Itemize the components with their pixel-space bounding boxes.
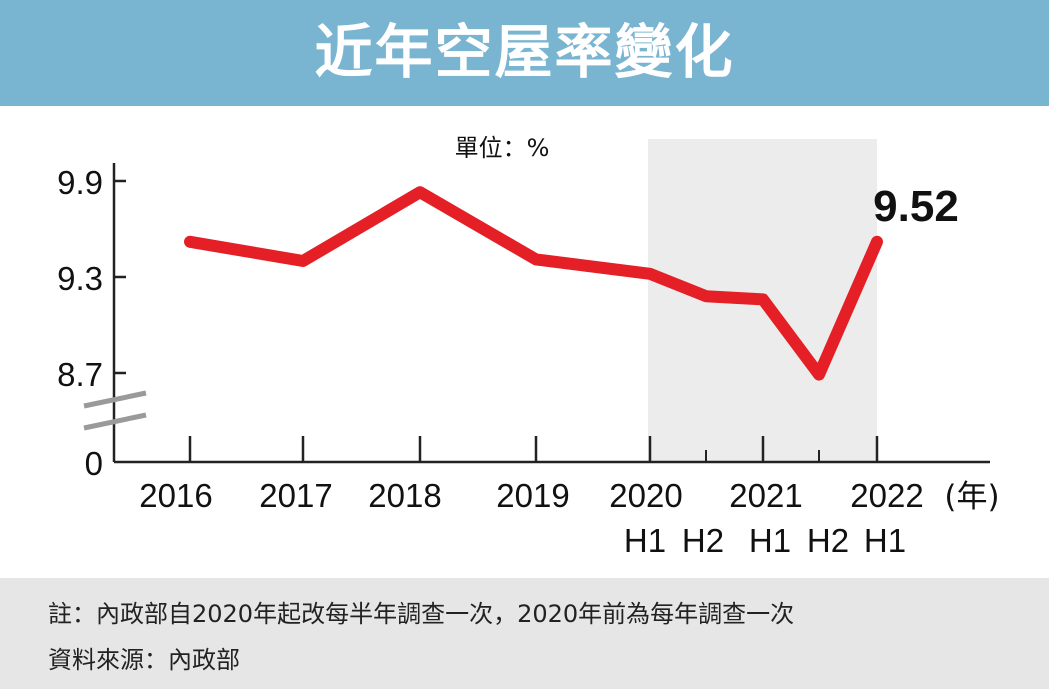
- line-chart: 單位：% 9.9 9.3 8.7 0 2016 2017 2018 2019 2020 2…: [57, 134, 999, 559]
- source-note: 資料來源：內政部: [48, 646, 240, 674]
- y-tick-label-0: 0: [85, 445, 103, 482]
- half-year-labels: H1 H2 H1 H2 H1: [624, 522, 906, 559]
- y-tick-label-8.7: 8.7: [57, 356, 103, 393]
- half-year-label-1: H1: [624, 522, 666, 559]
- x-unit-label: (年): [944, 479, 999, 515]
- x-tick-label-2021: 2021: [729, 477, 802, 514]
- x-tick-label-2019: 2019: [496, 477, 569, 514]
- x-ticks: [188, 436, 879, 462]
- title-banner: 近年空屋率變化: [0, 0, 1049, 106]
- footer-notes: [0, 578, 1049, 689]
- x-tick-label-2022: 2022: [850, 477, 923, 514]
- x-tick-label-2020: 2020: [609, 477, 682, 514]
- half-year-label-2: H2: [682, 522, 724, 559]
- y-tick-label-9.9: 9.9: [57, 164, 103, 201]
- axis-break-mark: [83, 390, 147, 431]
- last-value-label: 9.52: [873, 182, 959, 231]
- half-year-label-5: H1: [864, 522, 906, 559]
- x-tick-label-2017: 2017: [259, 477, 332, 514]
- x-tick-label-2018: 2018: [368, 477, 441, 514]
- y-tick-label-9.3: 9.3: [57, 260, 103, 297]
- unit-label: 單位：%: [455, 134, 550, 162]
- methodology-note: 註：內政部自2020年起改每半年調查一次，2020年前為每年調查一次: [48, 600, 795, 628]
- half-year-label-3: H1: [749, 522, 791, 559]
- chart-title: 近年空屋率變化: [314, 18, 735, 86]
- x-tick-label-2016: 2016: [139, 477, 212, 514]
- vacancy-rate-line: [184, 186, 883, 381]
- half-year-label-4: H2: [807, 522, 849, 559]
- x-tick-labels: 2016 2017 2018 2019 2020 2021 2022: [139, 477, 923, 514]
